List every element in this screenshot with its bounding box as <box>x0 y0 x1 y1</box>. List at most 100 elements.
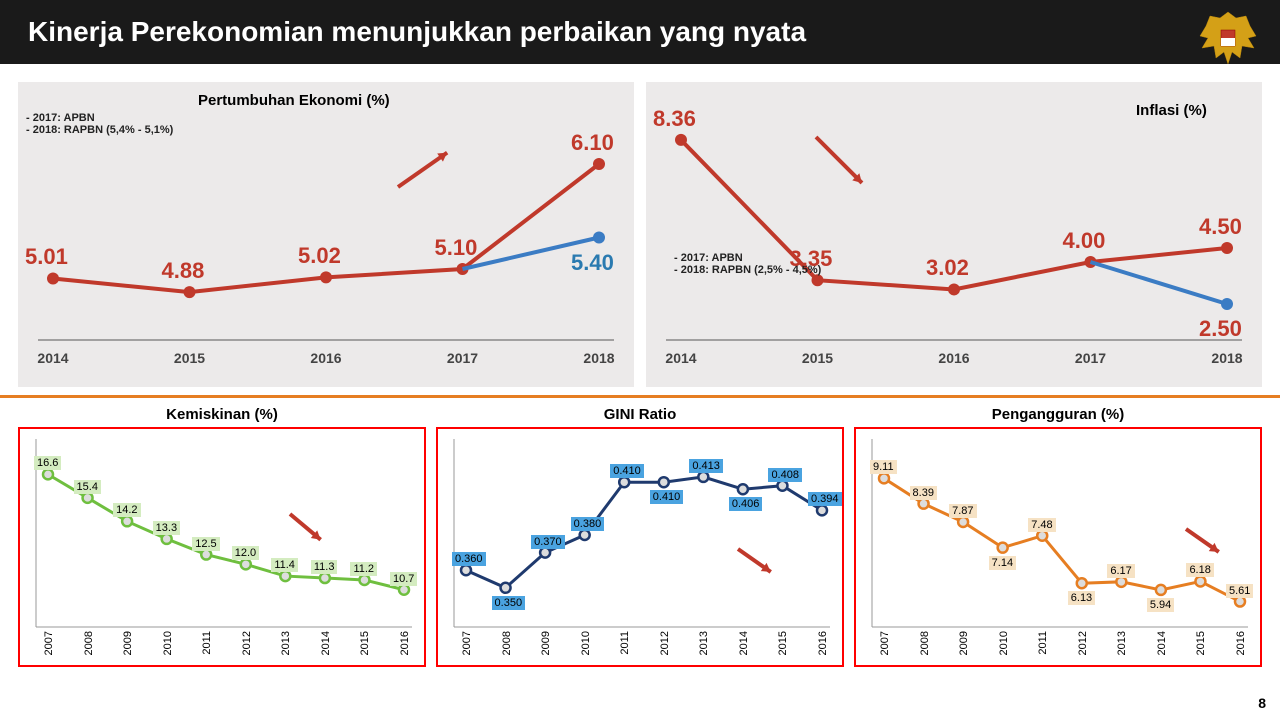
data-label: 5.01 <box>25 244 68 270</box>
data-label: 7.87 <box>949 504 976 518</box>
data-label: 0.410 <box>650 490 684 504</box>
data-label: 5.02 <box>298 243 341 269</box>
x-axis-label: 2013 <box>698 631 710 655</box>
data-label: 0.406 <box>729 497 763 511</box>
x-axis-label: 2007 <box>461 631 473 655</box>
data-label: 0.408 <box>768 468 802 482</box>
unemployment-panel: Pengangguran (%) 2007 2008 2009 2010 2011 201… <box>854 404 1262 667</box>
data-label: 12.0 <box>232 546 259 560</box>
x-axis-label: 2010 <box>998 631 1010 655</box>
gini-title: GINI Ratio <box>436 404 844 427</box>
data-label: 11.2 <box>350 562 377 576</box>
x-axis-label: 2014 <box>1156 631 1168 655</box>
data-label: 3.35 <box>790 246 833 272</box>
x-axis-label: 2009 <box>122 631 134 655</box>
data-label: 7.48 <box>1028 518 1055 532</box>
bottom-chart-row: Kemiskinan (%) 2007200820092010201120122… <box>0 398 1280 667</box>
data-label: 6.13 <box>1068 591 1095 605</box>
unemployment-chart: 2007 2008 2009 2010 2011 2012 2013 2014 2015 2016… <box>854 427 1262 667</box>
x-axis-label: 2014 <box>28 350 78 366</box>
poverty-panel: Kemiskinan (%) 2007200820092010201120122… <box>18 404 426 667</box>
x-axis-label: 2015 <box>793 350 843 366</box>
x-axis-label: 2016 <box>399 631 411 655</box>
data-label: 6.18 <box>1186 563 1213 577</box>
data-label: 0.360 <box>452 552 486 566</box>
x-axis-label: 2018 <box>1202 350 1252 366</box>
data-label: 11.3 <box>311 560 338 574</box>
slide-header: Kinerja Perekonomian menunjukkan perbaik… <box>0 0 1280 64</box>
data-label: 0.370 <box>531 535 565 549</box>
x-axis-label: 2007 <box>43 631 55 655</box>
data-label: 5.94 <box>1147 598 1174 612</box>
data-label: 8.36 <box>653 106 696 132</box>
inflation-chart: Inflasi (%)- 2017: APBN- 2018: RAPBN (2,… <box>646 82 1262 387</box>
data-label: 2.50 <box>1199 316 1242 342</box>
x-axis-label: 2008 <box>83 631 95 655</box>
data-label: 5.61 <box>1226 584 1253 598</box>
unemployment-title: Pengangguran (%) <box>854 404 1262 427</box>
data-label: 8.39 <box>910 486 937 500</box>
x-axis-label: 2015 <box>359 631 371 655</box>
gini-chart: 2007 2008 2009 2010 2011 2012 2013 2014 2015 2016… <box>436 427 844 667</box>
gini-panel: GINI Ratio 20072008200920102011201220132… <box>436 404 844 667</box>
x-axis-label: 2018 <box>574 350 624 366</box>
x-axis-label: 2012 <box>1077 631 1089 655</box>
data-label: 4.88 <box>162 258 205 284</box>
data-label: 4.50 <box>1199 214 1242 240</box>
data-label: 7.14 <box>989 556 1016 570</box>
data-label: 0.410 <box>610 464 644 478</box>
x-axis-label: 2008 <box>501 631 513 655</box>
x-axis-label: 2011 <box>619 631 631 655</box>
x-axis-label: 2016 <box>929 350 979 366</box>
poverty-title: Kemiskinan (%) <box>18 404 426 427</box>
x-axis-label: 2015 <box>1195 631 1207 655</box>
data-label: 4.00 <box>1063 228 1106 254</box>
top-chart-row: Pertumbuhan Ekonomi (%)- 2017: APBN- 201… <box>0 64 1280 387</box>
data-label: 15.4 <box>74 480 101 494</box>
x-axis-label: 2013 <box>1116 631 1128 655</box>
data-label: 16.6 <box>34 456 61 470</box>
x-axis-label: 2016 <box>1235 631 1247 655</box>
data-label: 11.4 <box>271 558 298 572</box>
x-axis-label: 2007 <box>879 631 891 655</box>
data-label: 0.380 <box>571 517 605 531</box>
garuda-emblem-icon <box>1198 8 1258 68</box>
x-axis-label: 2014 <box>738 631 750 655</box>
x-axis-label: 2011 <box>1037 631 1049 655</box>
x-axis-label: 2016 <box>817 631 829 655</box>
x-axis-label: 2017 <box>1066 350 1116 366</box>
data-label: 0.350 <box>492 596 526 610</box>
x-axis-label: 2012 <box>659 631 671 655</box>
slide-title: Kinerja Perekonomian menunjukkan perbaik… <box>28 16 806 48</box>
x-axis-label: 2015 <box>165 350 215 366</box>
x-axis-label: 2014 <box>656 350 706 366</box>
x-axis-label: 2009 <box>540 631 552 655</box>
data-label: 6.17 <box>1107 564 1134 578</box>
data-label: 13.3 <box>153 521 180 535</box>
data-label: 0.394 <box>808 492 842 506</box>
x-axis-label: 2009 <box>958 631 970 655</box>
data-label: 14.2 <box>113 503 140 517</box>
data-label: 12.5 <box>192 537 219 551</box>
data-label: 0.413 <box>689 459 723 473</box>
poverty-chart: 2007 2008 2009 2010 2011 2012 2013 2014 2015 2016… <box>18 427 426 667</box>
x-axis-label: 2015 <box>777 631 789 655</box>
x-axis-label: 2014 <box>320 631 332 655</box>
x-axis-label: 2012 <box>241 631 253 655</box>
growth-chart: Pertumbuhan Ekonomi (%)- 2017: APBN- 201… <box>18 82 634 387</box>
data-label: 6.10 <box>571 130 614 156</box>
data-label: 10.7 <box>390 572 417 586</box>
page-number: 8 <box>1258 695 1266 711</box>
x-axis-label: 2011 <box>201 631 213 655</box>
data-label: 5.40 <box>571 250 614 276</box>
data-label: 3.02 <box>926 255 969 281</box>
x-axis-label: 2010 <box>162 631 174 655</box>
x-axis-label: 2010 <box>580 631 592 655</box>
x-axis-label: 2013 <box>280 631 292 655</box>
x-axis-label: 2016 <box>301 350 351 366</box>
chart-notes: - 2017: APBN- 2018: RAPBN (5,4% - 5,1%) <box>26 112 173 136</box>
data-label: 5.10 <box>435 235 478 261</box>
chart-title: Inflasi (%) <box>1136 102 1207 119</box>
x-axis-label: 2017 <box>438 350 488 366</box>
x-axis-label: 2008 <box>919 631 931 655</box>
